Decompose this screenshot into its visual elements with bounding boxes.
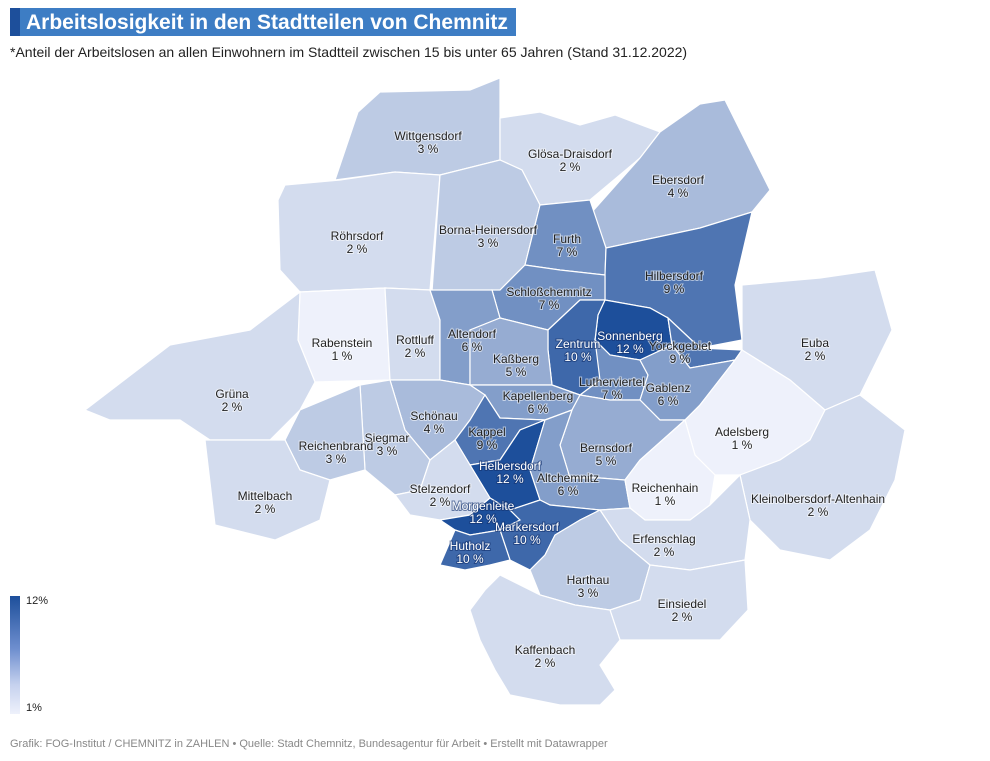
- district-name-label: Kapellenberg: [503, 389, 574, 403]
- district-value-label: 2 %: [405, 346, 426, 360]
- district-value-label: 2 %: [805, 349, 826, 363]
- district-value-label: 6 %: [558, 484, 579, 498]
- district-name-label: Gablenz: [646, 381, 691, 395]
- district-value-label: 3 %: [326, 452, 347, 466]
- district-name-label: Ebersdorf: [652, 173, 705, 187]
- district-value-label: 5 %: [596, 454, 617, 468]
- district-name-label: Glösa-Draisdorf: [528, 147, 613, 161]
- district-name-label: Kappel: [468, 425, 505, 439]
- district-name-label: Grüna: [215, 387, 249, 401]
- legend-min-label: 1%: [26, 702, 42, 714]
- legend-max-label: 12%: [26, 595, 49, 607]
- district-value-label: 10 %: [456, 552, 484, 566]
- district-name-label: Hilbersdorf: [645, 269, 704, 283]
- district-value-label: 7 %: [602, 388, 623, 402]
- district-name-label: Reichenhain: [632, 481, 699, 495]
- district-value-label: 2 %: [430, 495, 451, 509]
- district-mittelbach[interactable]: [204, 439, 331, 541]
- district-value-label: 9 %: [477, 438, 498, 452]
- district-name-label: Bernsdorf: [580, 441, 633, 455]
- district-name-label: Sonnenberg: [597, 329, 662, 343]
- district-name-label: Furth: [553, 232, 581, 246]
- district-name-label: Borna-Heinersdorf: [439, 223, 538, 237]
- district-name-label: Yorckgebiet: [649, 339, 712, 353]
- district-name-label: Schloßchemnitz: [506, 285, 591, 299]
- district-name-label: Kleinolbersdorf-Altenhain: [751, 492, 885, 506]
- district-name-label: Stelzendorf: [410, 482, 471, 496]
- district-value-label: 6 %: [658, 394, 679, 408]
- district-einsiedel[interactable]: [609, 559, 749, 641]
- district-name-label: Harthau: [567, 573, 610, 587]
- district-regions: [83, 77, 906, 706]
- district-value-label: 2 %: [672, 610, 693, 624]
- district-value-label: 3 %: [578, 586, 599, 600]
- district-stelzendorf[interactable]: [393, 439, 491, 521]
- district-name-label: Erfenschlag: [632, 532, 695, 546]
- district-name-label: Einsiedel: [658, 597, 707, 611]
- district-value-label: 1 %: [732, 438, 753, 452]
- district-name-label: Hutholz: [450, 539, 491, 553]
- district-value-label: 2 %: [654, 545, 675, 559]
- district-name-label: Altchemnitz: [537, 471, 599, 485]
- district-name-label: Rottluff: [396, 333, 434, 347]
- district-name-label: Adelsberg: [715, 425, 769, 439]
- district-name-label: Kaßberg: [493, 352, 539, 366]
- district-value-label: 3 %: [377, 444, 398, 458]
- district-value-label: 5 %: [506, 365, 527, 379]
- district-value-label: 3 %: [478, 236, 499, 250]
- district-value-label: 1 %: [655, 494, 676, 508]
- district-name-label: Euba: [801, 336, 829, 350]
- district-name-label: Helbersdorf: [479, 459, 542, 473]
- district-value-label: 9 %: [670, 352, 691, 366]
- district-kaffenbach[interactable]: [469, 574, 621, 706]
- district-name-label: Kaffenbach: [515, 643, 576, 657]
- district-value-label: 7 %: [539, 298, 560, 312]
- district-value-label: 1 %: [332, 349, 353, 363]
- title-accent: [10, 8, 20, 36]
- district-name-label: Reichenbrand: [299, 439, 374, 453]
- district-value-label: 12 %: [496, 472, 524, 486]
- district-value-label: 9 %: [664, 282, 685, 296]
- district-value-label: 2 %: [222, 400, 243, 414]
- district-name-label: Markersdorf: [495, 520, 560, 534]
- source-footer: Grafik: FOG-Institut / CHEMNITZ in ZAHLE…: [10, 738, 608, 750]
- district-value-label: 7 %: [557, 245, 578, 259]
- district-hutholz[interactable]: [439, 529, 511, 571]
- district-value-label: 12 %: [469, 512, 497, 526]
- district-value-label: 3 %: [418, 142, 439, 156]
- district-name-label: Mittelbach: [238, 489, 293, 503]
- map-subtitle: *Anteil der Arbeitslosen an allen Einwoh…: [10, 44, 688, 60]
- district-gruna[interactable]: [83, 290, 316, 441]
- district-value-label: 2 %: [535, 656, 556, 670]
- district-name-label: Lutherviertel: [579, 375, 645, 389]
- district-name-label: Siegmar: [365, 431, 410, 445]
- district-name-label: Morgenleite: [452, 499, 515, 513]
- district-value-label: 6 %: [528, 402, 549, 416]
- district-rabenstein[interactable]: [297, 287, 391, 383]
- district-value-label: 10 %: [513, 533, 541, 547]
- district-value-label: 2 %: [255, 502, 276, 516]
- district-value-label: 4 %: [668, 186, 689, 200]
- district-name-label: Altendorf: [448, 327, 497, 341]
- district-value-label: 4 %: [424, 422, 445, 436]
- title-bar: Arbeitslosigkeit in den Stadtteilen von …: [10, 8, 516, 36]
- district-value-label: 2 %: [808, 505, 829, 519]
- map-title: Arbeitslosigkeit in den Stadtteilen von …: [20, 8, 516, 36]
- district-value-label: 12 %: [616, 342, 644, 356]
- district-value-label: 2 %: [560, 160, 581, 174]
- district-name-label: Zentrum: [556, 337, 601, 351]
- district-value-label: 6 %: [462, 340, 483, 354]
- district-value-label: 10 %: [564, 350, 592, 364]
- district-name-label: Schönau: [410, 409, 457, 423]
- legend-gradient-bar: [10, 596, 20, 714]
- color-legend: 12% 1%: [10, 595, 70, 716]
- district-name-label: Röhrsdorf: [331, 229, 384, 243]
- district-name-label: Rabenstein: [312, 336, 373, 350]
- district-name-label: Wittgensdorf: [394, 129, 462, 143]
- district-value-label: 2 %: [347, 242, 368, 256]
